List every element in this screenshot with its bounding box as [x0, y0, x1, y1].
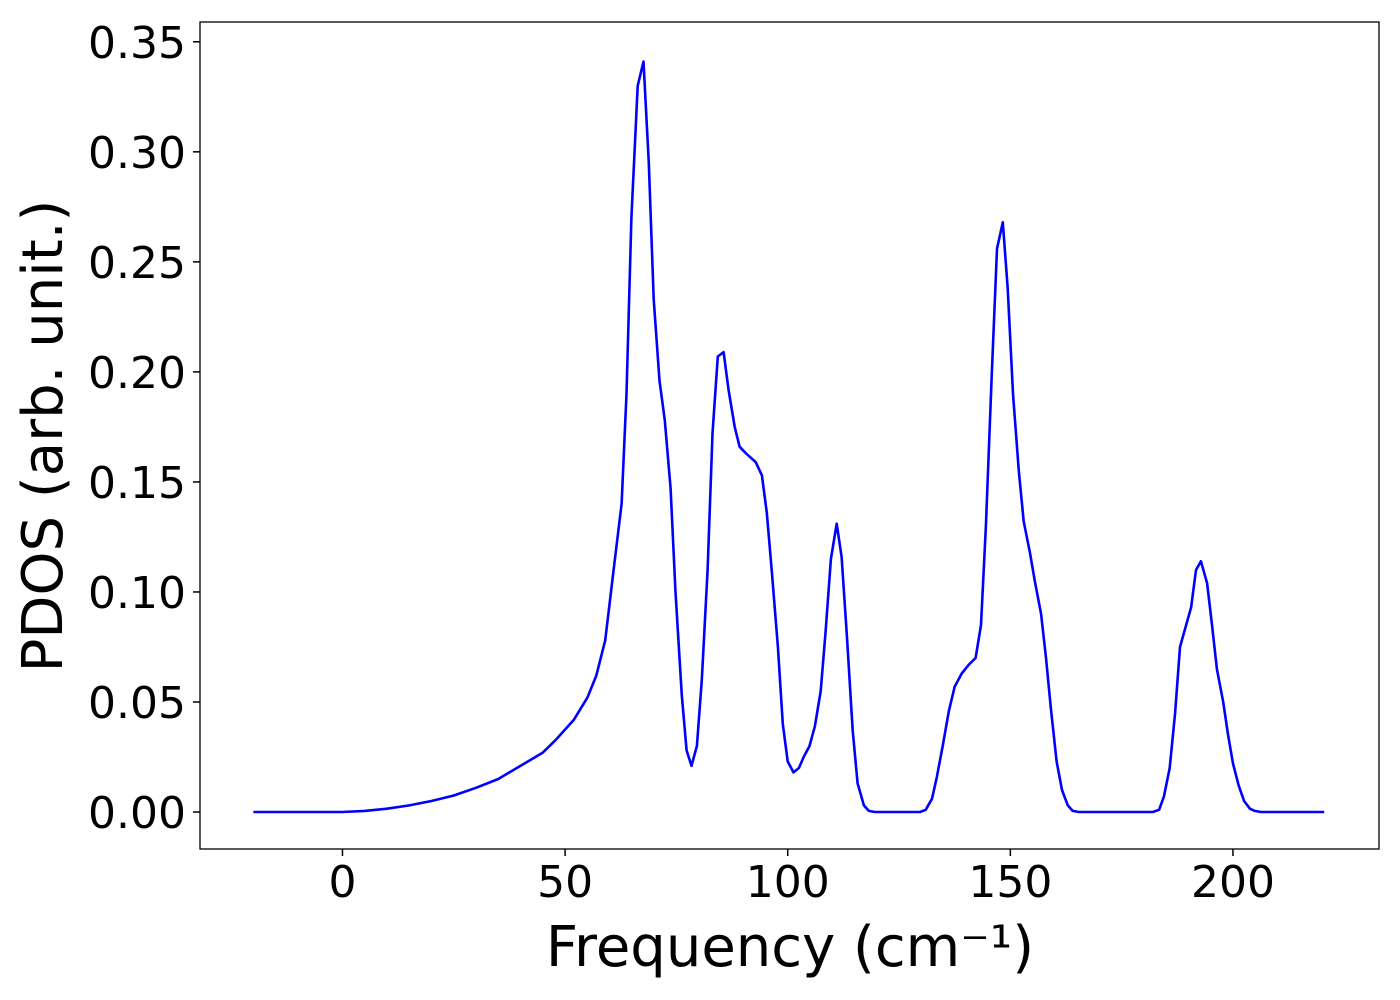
y-tick-label: 0.10 [88, 568, 186, 619]
y-tick-label: 0.20 [88, 348, 186, 399]
x-tick-label: 100 [746, 857, 830, 908]
y-tick-label: 0.30 [88, 128, 186, 179]
y-axis-label: PDOS (arb. unit.) [11, 200, 76, 673]
x-tick-label: 150 [968, 857, 1052, 908]
x-axis-label: Frequency (cm⁻¹) [546, 915, 1034, 980]
y-tick-label: 0.05 [88, 678, 186, 729]
x-tick-label: 50 [537, 857, 593, 908]
y-tick-label: 0.00 [88, 788, 186, 839]
y-tick-label: 0.25 [88, 238, 186, 289]
y-tick-label: 0.35 [88, 18, 186, 69]
data-line [253, 60, 1325, 814]
x-tick-label: 200 [1191, 857, 1275, 908]
y-tick-label: 0.15 [88, 458, 186, 509]
plot-frame [199, 21, 1380, 850]
x-tick-label: 0 [328, 857, 356, 908]
